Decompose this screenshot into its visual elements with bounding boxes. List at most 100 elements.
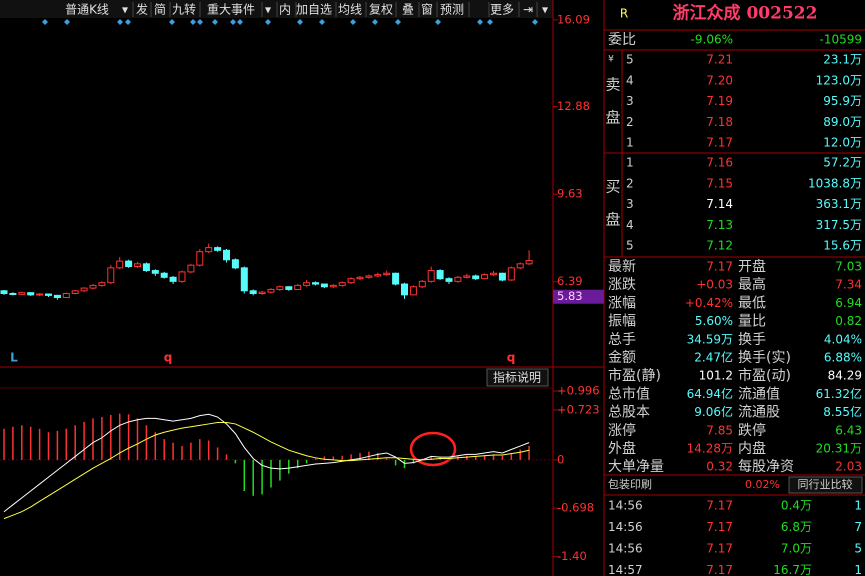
event-marker[interactable] — [297, 19, 303, 25]
order-volume: 23.1万 — [823, 53, 862, 67]
candle-body — [356, 276, 364, 280]
event-marker[interactable] — [197, 19, 203, 25]
quote-label: 换手 — [738, 331, 766, 348]
event-marker[interactable] — [477, 19, 483, 25]
dropdown-arrow[interactable]: ▾ — [122, 3, 128, 17]
candle-body — [249, 290, 257, 294]
candle-body — [392, 272, 400, 285]
order-volume: 89.0万 — [823, 115, 862, 129]
event-marker[interactable] — [117, 19, 123, 25]
y-tick-label: -0.698 — [557, 501, 594, 515]
toolbar-button[interactable]: 加自选 — [296, 3, 332, 17]
event-marker[interactable] — [64, 19, 70, 25]
event-marker[interactable] — [42, 19, 48, 25]
tick-count: 1 — [854, 499, 862, 513]
quote-label: 大单净量 — [608, 459, 664, 475]
toolbar-button[interactable]: 九转 — [172, 2, 196, 17]
quote-label: 市盈(动) — [738, 367, 791, 384]
compare-button[interactable]: 同行业比较 — [798, 477, 853, 491]
quote-label: 每股净资 — [738, 459, 794, 475]
tick-time: 14:57 — [608, 563, 643, 576]
event-marker[interactable] — [237, 19, 243, 25]
event-marker[interactable] — [125, 19, 131, 25]
quote-label: 最高 — [738, 276, 766, 293]
level: 2 — [626, 115, 634, 129]
quote-value: +0.42% — [685, 296, 733, 310]
event-marker[interactable] — [395, 19, 401, 25]
event-marker[interactable] — [350, 19, 356, 25]
toolbar-button[interactable]: 内 — [279, 3, 291, 17]
candle-body — [312, 282, 319, 285]
toolbar-button[interactable]: 重大事件 — [207, 3, 255, 17]
quote-value: 6.88% — [824, 351, 862, 365]
dropdown-arrow[interactable]: ▾ — [542, 3, 548, 17]
price-marker: 5.83 — [557, 289, 583, 303]
toolbar-button[interactable]: 简 — [154, 3, 166, 17]
event-marker[interactable] — [435, 19, 441, 25]
toolbar-button[interactable]: 发 — [136, 2, 148, 17]
candle-body — [36, 293, 44, 296]
tick-price: 7.17 — [706, 563, 733, 576]
y-tick-label: 12.88 — [557, 99, 590, 113]
quote-value: 101.2 — [699, 369, 733, 383]
event-marker[interactable] — [169, 19, 175, 25]
candle-body — [490, 272, 497, 276]
y-tick-label: 0 — [557, 452, 564, 466]
event-marker[interactable] — [372, 19, 378, 25]
event-marker[interactable] — [487, 19, 493, 25]
toolbar-button[interactable]: 复权 — [369, 3, 393, 17]
toolbar-button[interactable]: 窗 — [421, 3, 433, 17]
level: 4 — [626, 218, 634, 232]
event-marker[interactable] — [212, 19, 218, 25]
weibi-label: 委比 — [608, 32, 636, 48]
candle-body — [187, 264, 195, 273]
toolbar-button[interactable]: 普通K线 — [65, 3, 109, 17]
event-marker[interactable] — [265, 19, 271, 25]
event-marker[interactable] — [532, 19, 538, 25]
quote-value: 5.60% — [695, 314, 733, 328]
compare-button-bg[interactable] — [788, 476, 863, 494]
tick-price: 7.17 — [706, 542, 733, 556]
period-marker: L — [10, 351, 18, 365]
quote-label: 最低 — [738, 295, 766, 311]
toolbar-button[interactable]: 更多 — [490, 3, 514, 17]
toolbar-button[interactable]: 均线 — [338, 3, 362, 17]
dropdown-arrow[interactable]: ▾ — [265, 3, 271, 17]
event-marker[interactable] — [230, 19, 236, 25]
quote-value: 6.94 — [835, 296, 862, 310]
candle-body — [160, 272, 168, 278]
level: 3 — [626, 94, 634, 108]
tick-count: 7 — [854, 520, 862, 534]
quote-value: 64.94亿 — [687, 386, 733, 401]
quote-value: 6.43 — [835, 423, 862, 437]
industry-name: 包装印刷 — [608, 478, 652, 491]
indicator-button[interactable]: 指标说明 — [493, 370, 541, 385]
candle-body — [294, 284, 302, 290]
toolbar-button[interactable]: 预测 — [440, 3, 464, 17]
quote-label: 外盘 — [608, 440, 636, 457]
quote-label: 金额 — [608, 350, 636, 366]
quote-value: 20.31万 — [816, 442, 862, 456]
tick-count: 5 — [854, 542, 862, 556]
candle-body — [196, 251, 204, 266]
candle-body — [401, 283, 408, 296]
candle-body — [125, 260, 133, 268]
order-volume: 95.9万 — [823, 94, 862, 108]
level: 1 — [626, 156, 634, 170]
candle-body — [258, 291, 266, 294]
candle-body — [98, 282, 106, 286]
quote-label: 内盘 — [738, 440, 766, 457]
toolbar-button[interactable]: 叠 — [402, 3, 414, 17]
candle-body — [223, 249, 230, 261]
y-tick-label: 9.63 — [557, 187, 583, 201]
event-marker[interactable] — [319, 19, 325, 25]
quote-value: 7.34 — [835, 278, 862, 292]
side-label: 买 — [605, 178, 620, 196]
indicator-button-bg[interactable] — [486, 368, 549, 387]
order-price: 7.12 — [706, 239, 733, 253]
toolbar-icon[interactable]: ⇥ — [523, 3, 533, 17]
candle-body — [142, 263, 150, 272]
quote-label: 涨幅 — [608, 295, 636, 311]
event-marker[interactable] — [190, 19, 196, 25]
